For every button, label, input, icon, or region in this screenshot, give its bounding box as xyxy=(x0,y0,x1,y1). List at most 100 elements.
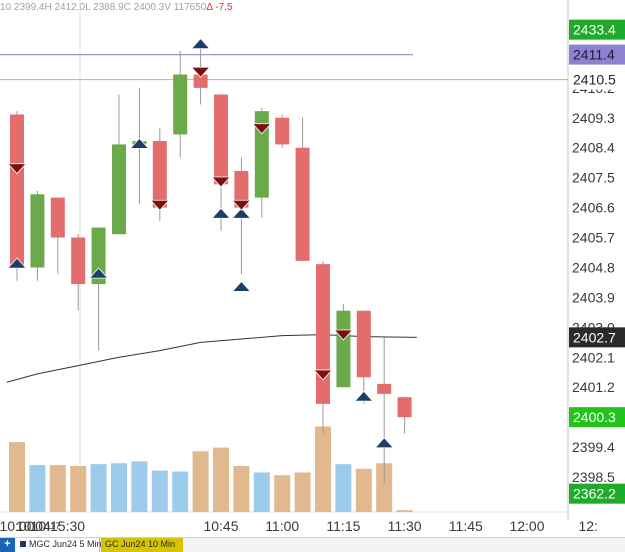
sell-marker-3 xyxy=(211,176,231,188)
y-tick-label-7: 2404.8 xyxy=(572,259,615,275)
volume-bar-3 xyxy=(70,466,87,512)
volume-bar-19 xyxy=(396,510,413,512)
info-change: Δ -7.5 xyxy=(206,2,233,13)
candle-body-5 xyxy=(112,144,126,235)
sell-marker-4 xyxy=(231,199,252,211)
y-tick-label-13: 2399.4 xyxy=(572,439,615,455)
add-chart-button[interactable]: + xyxy=(0,538,15,552)
price-tag-label-1: 2411.4 xyxy=(573,47,615,63)
tab-gc-label: GC Jun24 10 Min xyxy=(105,539,176,549)
candle-body-18 xyxy=(377,383,392,394)
buy-marker-8 xyxy=(374,437,395,449)
tab-mgc-label: MGC Jun24 5 Min xyxy=(29,539,102,549)
candle-body-11 xyxy=(234,171,249,208)
info-low: .0L 2388 xyxy=(76,2,116,13)
volume-bar-0 xyxy=(9,442,25,512)
y-tick-label-14: 2398.5 xyxy=(572,469,615,485)
y-tick-label-6: 2405.7 xyxy=(572,230,615,246)
x-tick-label-7: 11:45 xyxy=(449,518,483,534)
x-tick-label-9: 12: xyxy=(578,518,597,534)
x-tick-label-1: 10:04 xyxy=(16,518,51,534)
y-tick-label-8: 2403.9 xyxy=(572,289,615,305)
candle-body-16 xyxy=(336,310,351,388)
candle-body-9 xyxy=(193,74,208,88)
y-tick-label-3: 2408.4 xyxy=(572,140,615,156)
buy-marker-5 xyxy=(231,207,252,219)
volume-bar-15 xyxy=(315,426,331,512)
sell-marker-2 xyxy=(190,66,211,78)
ohlc-info-bar: 10 2399.4H 2412.0L 2388.9C 2400.3V 11765… xyxy=(0,0,232,16)
x-tick-label-2: 10:15:30 xyxy=(31,518,86,534)
y-tick-label-5: 2406.6 xyxy=(572,200,615,216)
candle-body-14 xyxy=(295,147,310,261)
moving-average-line xyxy=(6,334,417,383)
tab-gc-10min[interactable]: GC Jun24 10 Min xyxy=(101,538,183,552)
candle-body-3 xyxy=(71,237,86,285)
volume-bar-2 xyxy=(49,465,66,512)
candle-body-17 xyxy=(356,310,371,378)
volume-bar-5 xyxy=(111,463,127,512)
volume-bar-18 xyxy=(376,463,393,512)
sell-marker-0 xyxy=(7,163,27,175)
x-tick-label-3: 10:45 xyxy=(203,518,238,534)
volume-bar-4 xyxy=(90,464,107,512)
info-prefix: 10 2399 xyxy=(0,2,37,13)
buy-marker-0 xyxy=(7,257,27,269)
price-tag-label-3: 2402.7 xyxy=(573,329,616,345)
candle-body-8 xyxy=(173,74,188,135)
x-tick-label-0: 10:00 xyxy=(0,518,35,534)
price-tag-0 xyxy=(569,19,625,40)
chart-tab-bar: + MGC Jun24 5 Min GC Jun24 10 Min xyxy=(0,537,625,552)
x-tick-label-6: 11:30 xyxy=(388,518,422,534)
y-tick-label-4: 2407.5 xyxy=(572,170,615,186)
candlestick-chart[interactable]: 2411.12410.22409.32408.42407.52406.62405… xyxy=(0,0,625,537)
candle-body-13 xyxy=(275,117,290,145)
buy-marker-6 xyxy=(231,280,252,292)
price-tag-label-5: 2362.2 xyxy=(573,486,616,502)
buy-marker-3 xyxy=(190,38,211,50)
volume-bar-17 xyxy=(355,468,372,512)
y-tick-label-11: 2401.2 xyxy=(572,379,615,395)
price-tag-4 xyxy=(569,407,625,428)
info-high: .4H 2412 xyxy=(36,2,77,13)
candle-body-2 xyxy=(50,197,65,238)
volume-bar-10 xyxy=(213,447,229,512)
volume-bar-11 xyxy=(233,466,250,512)
price-tag-2 xyxy=(569,69,625,90)
price-tag-label-2: 2410.5 xyxy=(573,72,616,88)
sell-marker-6 xyxy=(313,369,333,381)
candle-body-12 xyxy=(254,111,269,198)
x-tick-label-5: 11:15 xyxy=(326,518,360,534)
buy-marker-7 xyxy=(353,390,374,402)
volume-bar-1 xyxy=(29,465,46,512)
volume-bar-8 xyxy=(172,471,189,512)
y-tick-label-2: 2409.3 xyxy=(572,110,615,126)
tab-mgc-5min[interactable]: MGC Jun24 5 Min xyxy=(16,538,102,552)
candle-body-4 xyxy=(91,227,106,285)
volume-bar-9 xyxy=(192,451,209,512)
volume-bar-6 xyxy=(131,461,148,512)
buy-marker-1 xyxy=(88,267,109,279)
buy-marker-2 xyxy=(129,137,150,149)
sell-marker-1 xyxy=(149,199,170,211)
buy-marker-4 xyxy=(211,207,231,219)
y-tick-label-10: 2402.1 xyxy=(572,349,615,365)
candle-body-1 xyxy=(30,194,45,268)
info-close: .9C 2400 xyxy=(115,2,156,13)
candle-body-15 xyxy=(316,264,330,404)
chart-square-icon xyxy=(20,541,26,547)
volume-bar-7 xyxy=(151,470,168,512)
volume-bar-16 xyxy=(335,464,352,512)
price-tag-3 xyxy=(569,327,625,348)
volume-bar-14 xyxy=(294,472,311,512)
x-small-label-0: -17 xyxy=(47,521,60,531)
volume-bar-13 xyxy=(274,475,291,512)
candle-body-7 xyxy=(152,141,167,208)
volume-bar-12 xyxy=(253,472,270,512)
price-tag-label-0: 2433.4 xyxy=(573,22,616,38)
price-tag-label-4: 2400.3 xyxy=(573,409,616,425)
sell-marker-7 xyxy=(333,329,354,341)
sell-marker-5 xyxy=(251,123,272,135)
price-tag-1 xyxy=(569,44,625,65)
candle-body-10 xyxy=(214,94,228,185)
